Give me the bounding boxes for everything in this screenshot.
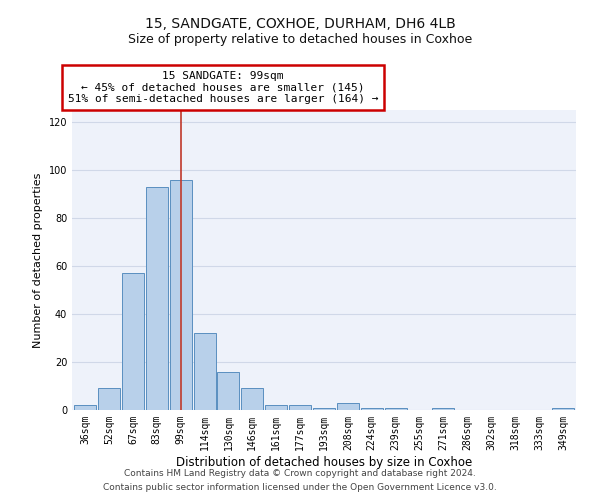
Text: 15 SANDGATE: 99sqm
← 45% of detached houses are smaller (145)
51% of semi-detach: 15 SANDGATE: 99sqm ← 45% of detached hou… [68, 71, 379, 104]
Bar [385, 408, 407, 410]
X-axis label: Distribution of detached houses by size in Coxhoe: Distribution of detached houses by size … [176, 456, 472, 468]
Bar [433, 408, 454, 410]
Text: Size of property relative to detached houses in Coxhoe: Size of property relative to detached ho… [128, 32, 472, 46]
Bar [241, 388, 263, 410]
Bar [122, 273, 144, 410]
Bar [289, 405, 311, 410]
Bar [361, 408, 383, 410]
Bar [552, 408, 574, 410]
Bar [74, 405, 96, 410]
Bar [170, 180, 191, 410]
Bar [146, 187, 168, 410]
Bar [313, 408, 335, 410]
Bar [337, 403, 359, 410]
Bar [194, 333, 215, 410]
Bar [265, 405, 287, 410]
Text: Contains public sector information licensed under the Open Government Licence v3: Contains public sector information licen… [103, 484, 497, 492]
Bar [217, 372, 239, 410]
Bar [98, 388, 120, 410]
Y-axis label: Number of detached properties: Number of detached properties [33, 172, 43, 348]
Text: Contains HM Land Registry data © Crown copyright and database right 2024.: Contains HM Land Registry data © Crown c… [124, 468, 476, 477]
Text: 15, SANDGATE, COXHOE, DURHAM, DH6 4LB: 15, SANDGATE, COXHOE, DURHAM, DH6 4LB [145, 18, 455, 32]
